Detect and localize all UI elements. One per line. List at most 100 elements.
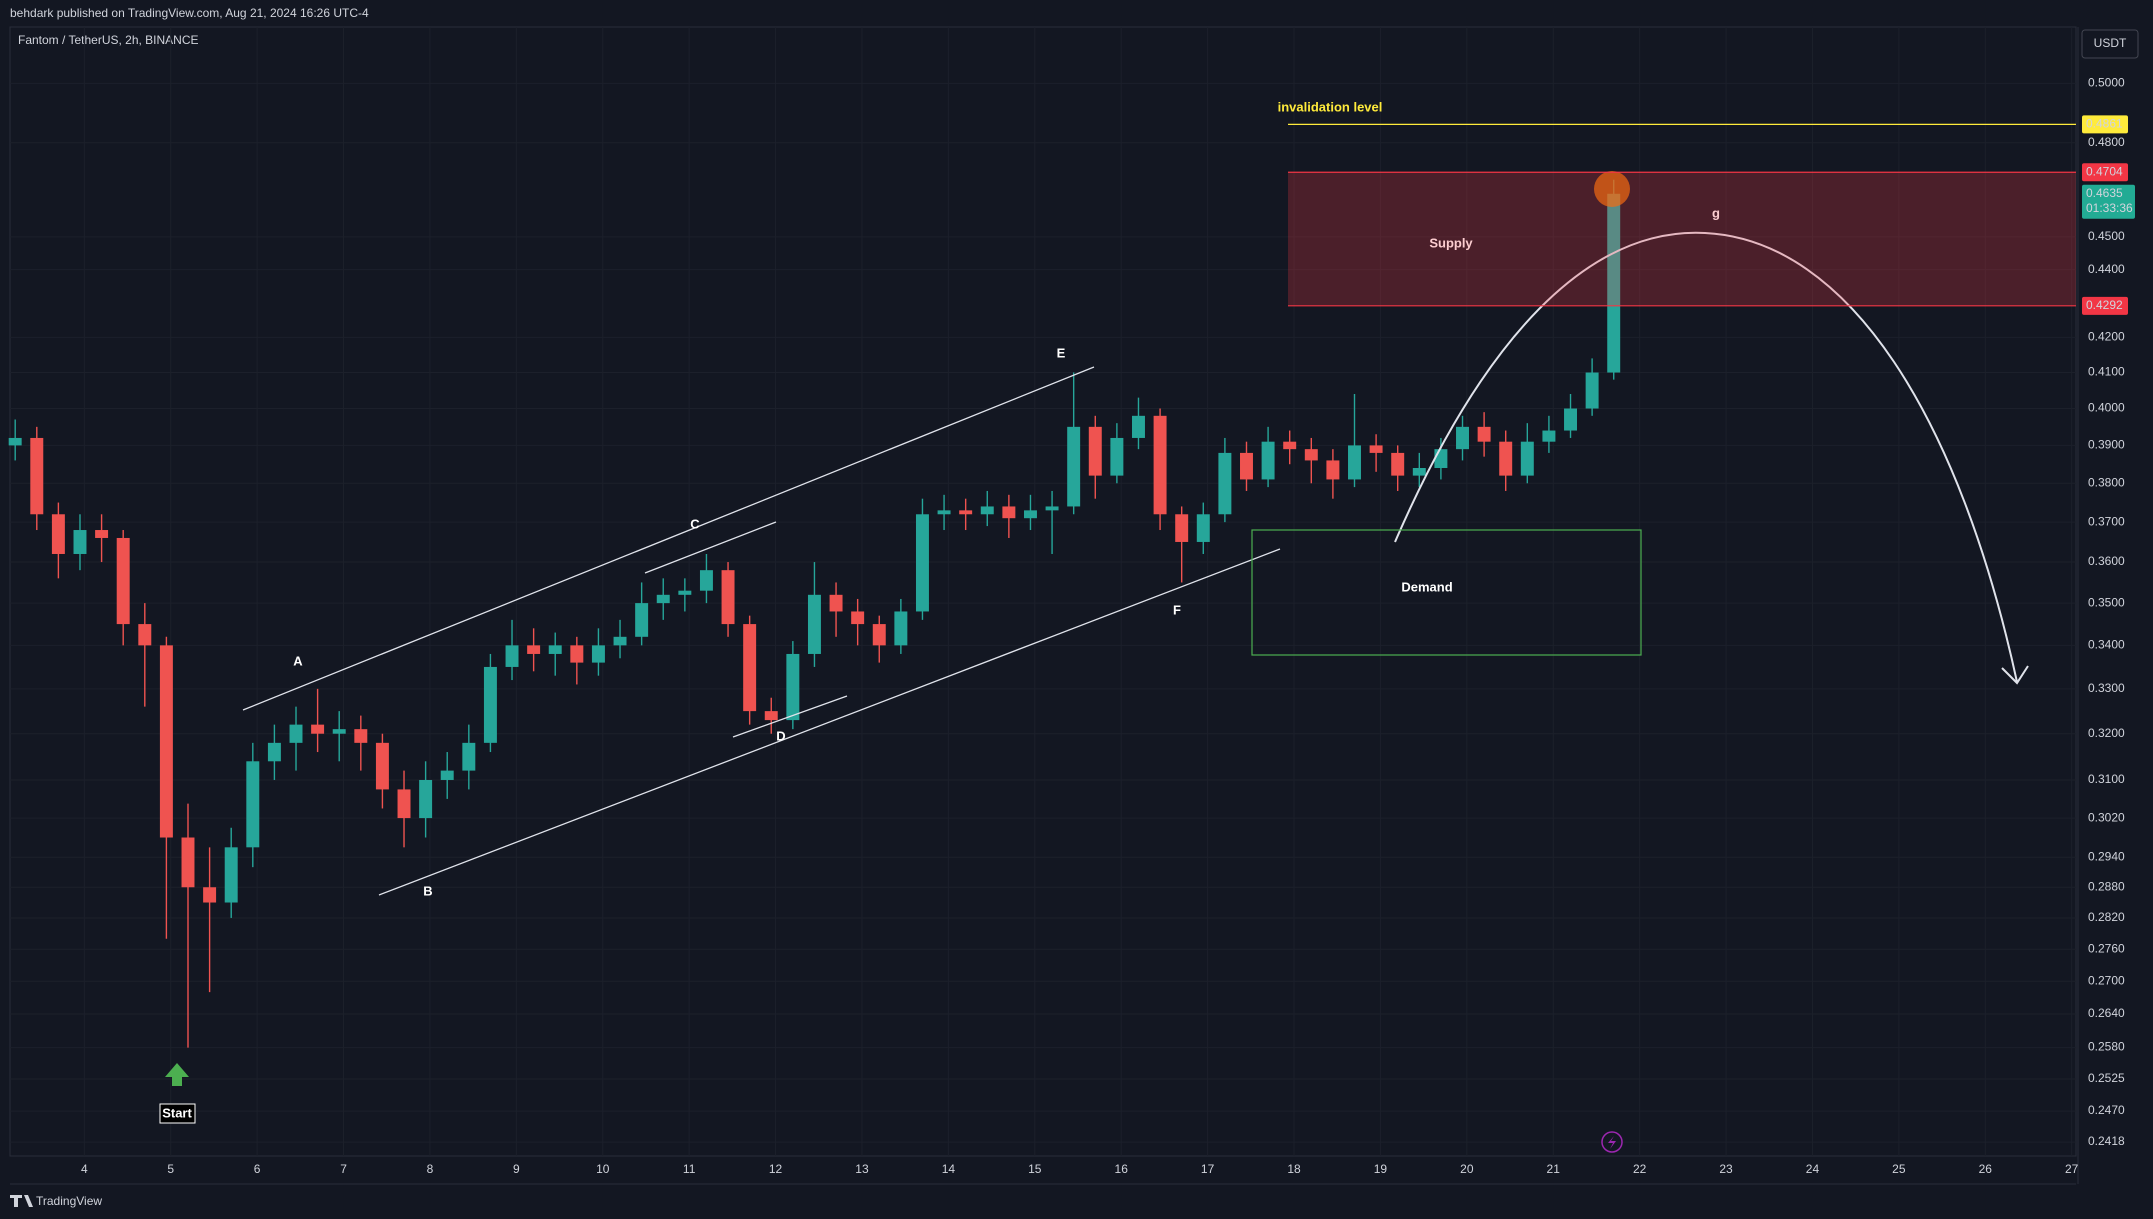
- start-arrow: [165, 1063, 189, 1086]
- candle-body: [289, 724, 303, 743]
- candle-body: [1283, 441, 1297, 450]
- x-tick-label: 24: [1806, 1162, 1820, 1176]
- x-tick-label: 9: [513, 1162, 520, 1176]
- candle-body: [1153, 415, 1167, 515]
- candle-body: [1261, 441, 1275, 480]
- candle-body: [851, 611, 865, 625]
- y-tick-label: 0.2418: [2088, 1134, 2125, 1148]
- candle-body: [354, 729, 368, 743]
- x-tick-label: 4: [81, 1162, 88, 1176]
- price-label-box: [2082, 296, 2128, 315]
- price-label-box: [2082, 163, 2128, 182]
- chart-title: Fantom / TetherUS, 2h, BINANCE: [18, 33, 199, 47]
- event-icon[interactable]: [1601, 1131, 1623, 1153]
- channel-line: [242, 366, 1095, 711]
- countdown: 01:33:36: [2086, 201, 2133, 215]
- x-tick-label: 22: [1633, 1162, 1647, 1176]
- y-tick-label: 0.4400: [2088, 262, 2125, 276]
- y-tick-label: 0.4100: [2088, 365, 2125, 379]
- candle-body: [311, 724, 325, 734]
- candle-body: [894, 611, 908, 646]
- y-tick-label: 0.2760: [2088, 941, 2125, 955]
- candle-body: [548, 645, 562, 654]
- candle-body: [1218, 452, 1232, 515]
- candle-body: [1326, 460, 1340, 480]
- currency-box[interactable]: [2081, 29, 2139, 59]
- candle-body: [1585, 372, 1599, 409]
- highlight-circle: [1594, 171, 1630, 207]
- currency[interactable]: USDT: [2094, 36, 2127, 50]
- candle-body: [1196, 514, 1210, 542]
- grid: [10, 27, 2076, 1156]
- publisher: behdark published on TradingView.com, Au…: [10, 6, 369, 20]
- x-tick-label: 20: [1460, 1162, 1474, 1176]
- candle-body: [915, 514, 929, 612]
- y-tick-label: 0.2700: [2088, 973, 2125, 987]
- candle-body: [570, 645, 584, 663]
- candle-body: [419, 779, 433, 819]
- annotation: C: [690, 516, 700, 531]
- y-tick-label: 0.3800: [2088, 475, 2125, 489]
- candle-body: [1391, 452, 1405, 476]
- x-tick-label: 6: [254, 1162, 261, 1176]
- x-tick-label: 21: [1547, 1162, 1561, 1176]
- annotation: Supply: [1429, 235, 1473, 250]
- candle-body: [1131, 415, 1145, 438]
- logo[interactable]: TradingView: [36, 1194, 102, 1208]
- x-tick-label: 15: [1028, 1162, 1042, 1176]
- candle-body: [116, 537, 130, 625]
- candle-body: [786, 653, 800, 721]
- candle-body: [699, 570, 713, 591]
- y-tick-label: 0.2940: [2088, 849, 2125, 863]
- price-label: 0.4861: [2086, 117, 2123, 131]
- candle-body: [95, 530, 109, 538]
- projection-arc: [1394, 231, 2018, 683]
- annotation: Demand: [1401, 579, 1452, 594]
- candle-body: [1110, 437, 1124, 476]
- annotation: A: [293, 653, 303, 668]
- event-icon-bolt: [1608, 1136, 1616, 1149]
- candle-body: [959, 510, 973, 515]
- candle-body: [1045, 506, 1059, 511]
- annotation: B: [423, 883, 432, 898]
- x-tick-label: 8: [427, 1162, 434, 1176]
- candle-body: [1348, 445, 1361, 480]
- candle-body: [1520, 441, 1534, 476]
- candle-body: [440, 770, 454, 780]
- candle-body: [483, 666, 497, 743]
- y-tick-label: 0.2880: [2088, 879, 2125, 893]
- candle-body: [203, 887, 217, 903]
- candle-body: [462, 742, 476, 771]
- candle-body: [1369, 445, 1383, 453]
- candle-body: [743, 624, 757, 712]
- x-tick-label: 26: [1979, 1162, 1993, 1176]
- candle-body: [1607, 193, 1621, 373]
- candle-body: [1434, 449, 1448, 469]
- arrow-head: [2001, 665, 2029, 685]
- candle-body: [1456, 426, 1469, 450]
- candle-body: [1564, 408, 1577, 431]
- x-tick-label: 11: [683, 1162, 696, 1176]
- candle-body: [246, 761, 260, 848]
- x-tick-label: 19: [1374, 1162, 1388, 1176]
- candle-body: [635, 603, 649, 637]
- y-tick-label: 0.4800: [2088, 135, 2125, 149]
- price-label-box: [2082, 115, 2128, 134]
- logo-icon: [10, 1195, 33, 1207]
- candle-body: [505, 645, 519, 667]
- annotation: E: [1057, 345, 1066, 360]
- candle-body: [1412, 468, 1426, 476]
- supply-zone: [1288, 172, 2076, 306]
- x-tick-label: 7: [340, 1162, 347, 1176]
- candle-body: [1542, 430, 1556, 442]
- x-tick-label: 25: [1892, 1162, 1906, 1176]
- candle-body: [1499, 441, 1513, 476]
- x-tick-label: 23: [1719, 1162, 1733, 1176]
- candle-body: [678, 590, 692, 595]
- candle-body: [30, 437, 44, 515]
- candle-body: [721, 570, 735, 625]
- candle-body: [397, 789, 411, 819]
- annotation: F: [1173, 602, 1181, 617]
- candle-body: [181, 837, 195, 888]
- candle-body: [1088, 426, 1102, 476]
